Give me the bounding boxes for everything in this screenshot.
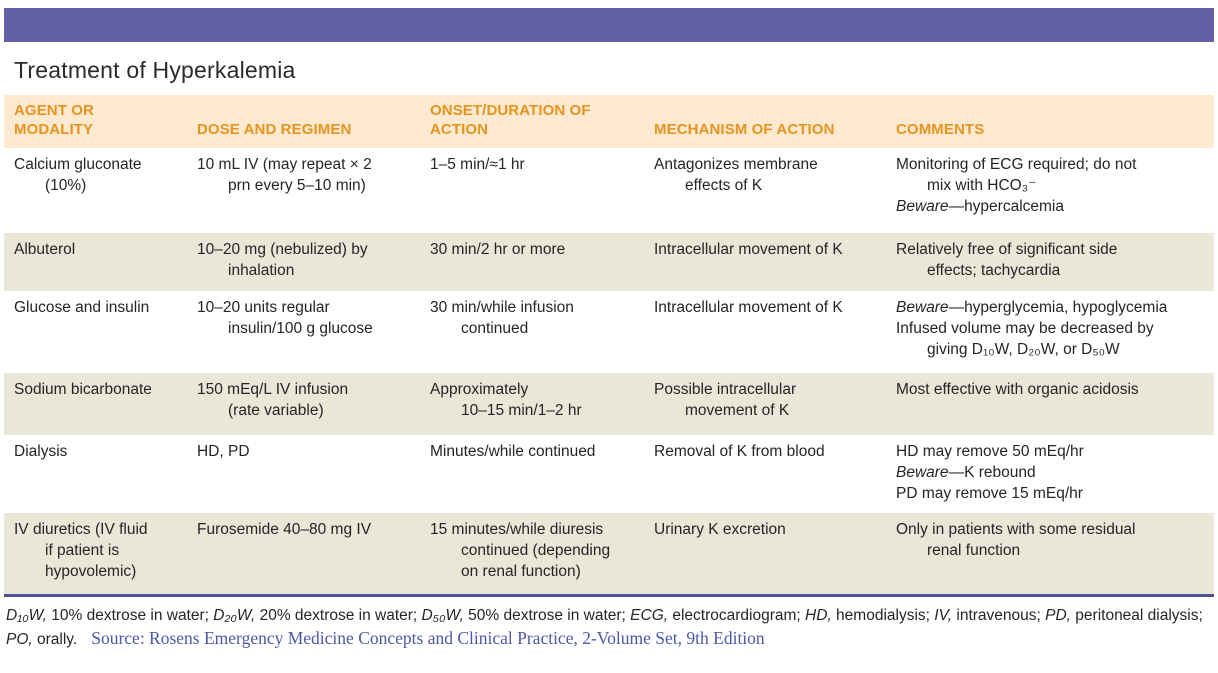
table-row-albuterol: Albuterol 10–20 mg (nebulized) by inhala… (4, 233, 1214, 291)
cell-dose: 10–20 units regular insulin/100 g glucos… (197, 299, 373, 337)
abbr-d10w: D₁₀W, (6, 607, 47, 624)
hyperkalemia-table: AGENT OR MODALITY DOSE AND REGIMEN ONSET… (4, 95, 1214, 594)
table-row-calcium-gluconate: Calcium gluconate (10%) 10 mL IV (may re… (4, 148, 1214, 233)
cell-onset: 30 min/2 hr or more (430, 233, 654, 291)
cell-comments: Monitoring of ECG required; do not mix w… (896, 148, 1214, 233)
column-header-dose-and-regimen: DOSE AND REGIMEN (197, 95, 430, 148)
document-page: Treatment of Hyperkalemia AGENT OR MODAL… (0, 8, 1218, 651)
column-header-mechanism-of-action: MECHANISM OF ACTION (654, 95, 896, 148)
comment-line: Beware—hypercalcemia (896, 198, 1064, 215)
cell-mechanism: Urinary K excretion (654, 513, 896, 594)
cell-onset: 15 minutes/while diuresis continued (dep… (430, 513, 654, 594)
abbr-po: PO, (6, 631, 33, 648)
table-row-iv-diuretics: IV diuretics (IV fluid if patient is hyp… (4, 513, 1214, 594)
table-row-dialysis: Dialysis HD, PD Minutes/while continued … (4, 435, 1214, 513)
cell-comments: HD may remove 50 mEq/hr Beware—K rebound… (896, 435, 1214, 513)
comment-line: Monitoring of ECG required; do not mix w… (896, 156, 1137, 194)
abbr-ecg: ECG, (630, 607, 669, 624)
bottom-rule (4, 594, 1214, 597)
comment-line: Beware—hyperglycemia, hypoglycemia (896, 299, 1168, 316)
cell-agent: Calcium gluconate (10%) (14, 156, 142, 194)
cell-comments: Most effective with organic acidosis (896, 373, 1214, 435)
abbr-d50w: D₅₀W, (421, 607, 464, 624)
cell-dose: Furosemide 40–80 mg IV (197, 513, 430, 594)
cell-onset: Approximately 10–15 min/1–2 hr (430, 373, 654, 435)
table-row-sodium-bicarbonate: Sodium bicarbonate 150 mEq/L IV infusion… (4, 373, 1214, 435)
abbr-d20w: D₂₀W, (213, 607, 256, 624)
cell-dose: 150 mEq/L IV infusion (rate variable) (197, 373, 430, 435)
abbr-hd: HD, (805, 607, 832, 624)
cell-mechanism: Removal of K from blood (654, 443, 825, 460)
cell-comments: Relatively free of significant side effe… (896, 233, 1214, 291)
beware-emphasis: Beware (896, 299, 949, 316)
cell-comments: Only in patients with some residual rena… (896, 513, 1214, 594)
column-header-comments: COMMENTS (896, 95, 1214, 148)
header-row: AGENT OR MODALITY DOSE AND REGIMEN ONSET… (4, 95, 1214, 148)
column-header-agent-or-modality: AGENT OR MODALITY (4, 95, 197, 148)
cell-mechanism: Intracellular movement of K (654, 233, 896, 291)
table-title: Treatment of Hyperkalemia (14, 57, 296, 83)
abbr-iv: IV, (934, 607, 953, 624)
cell-dose: 10–20 mg (nebulized) by inhalation (197, 233, 430, 291)
column-header-onset-duration: ONSET/DURATION OF ACTION (430, 95, 654, 148)
cell-dose: HD, PD (197, 443, 250, 460)
cell-agent: Glucose and insulin (14, 299, 150, 316)
abbreviation-footnote: D₁₀W, 10% dextrose in water; D₂₀W, 20% d… (6, 607, 1203, 648)
cell-mechanism: Intracellular movement of K (654, 299, 843, 316)
cell-onset: 1–5 min/≈1 hr (430, 156, 525, 173)
cell-onset: 30 min/while infusion continued (430, 299, 574, 337)
abbr-pd: PD, (1045, 607, 1071, 624)
comment-line: Most effective with organic acidosis (896, 381, 1139, 398)
comment-line: Only in patients with some residual rena… (896, 521, 1136, 559)
cell-agent: Albuterol (4, 233, 197, 291)
top-banner-bar (4, 8, 1214, 42)
cell-agent: Sodium bicarbonate (4, 373, 197, 435)
comment-line: HD may remove 50 mEq/hr (896, 443, 1084, 460)
table-row-glucose-and-insulin: Glucose and insulin 10–20 units regular … (4, 291, 1214, 373)
beware-emphasis: Beware (896, 198, 949, 215)
source-citation: Source: Rosens Emergency Medicine Concep… (91, 628, 765, 648)
beware-emphasis: Beware (896, 464, 949, 481)
cell-comments: Beware—hyperglycemia, hypoglycemia Infus… (896, 291, 1214, 373)
cell-mechanism: Antagonizes membrane effects of K (654, 156, 818, 194)
comment-line: Infused volume may be decreased by givin… (896, 320, 1154, 358)
cell-onset: Minutes/while continued (430, 443, 596, 460)
comment-line: Beware—K rebound (896, 464, 1036, 481)
comment-line: Relatively free of significant side effe… (896, 241, 1118, 279)
cell-agent: Dialysis (14, 443, 68, 460)
cell-mechanism: Possible intracellular movement of K (654, 373, 896, 435)
cell-dose: 10 mL IV (may repeat × 2 prn every 5–10 … (197, 156, 372, 194)
comment-line: PD may remove 15 mEq/hr (896, 485, 1083, 502)
cell-agent: IV diuretics (IV fluid if patient is hyp… (4, 513, 197, 594)
